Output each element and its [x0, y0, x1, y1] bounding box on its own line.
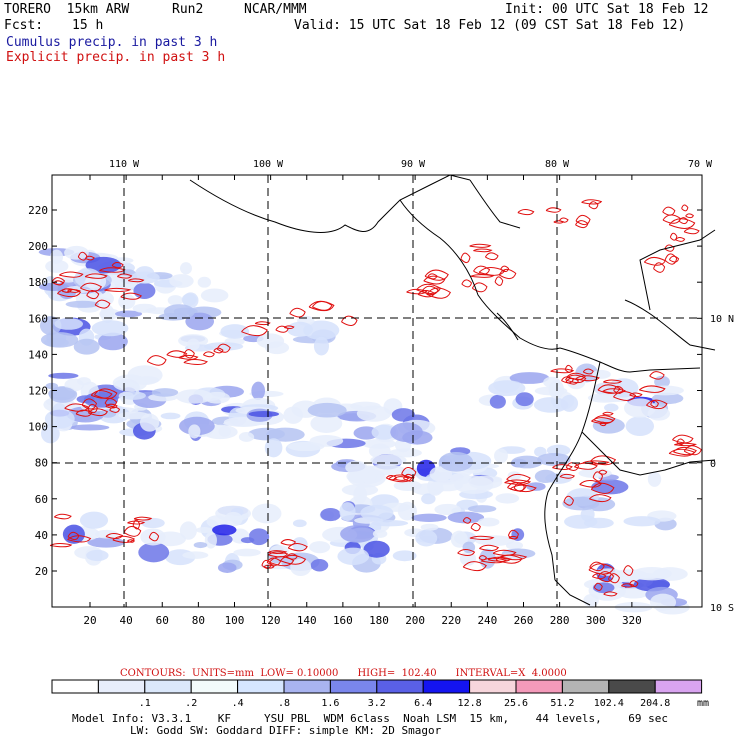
color-legend: .1.2.4.8 1.6 3.2 6.4 12.8 25.6 51.2 102.4 204.8 …	[51, 679, 709, 709]
legend-swatch	[237, 679, 285, 694]
x-tick-label: 300	[586, 614, 606, 627]
y-tick-label: 200	[28, 240, 48, 253]
legend-swatch	[283, 679, 331, 694]
longitude-label: 80 W	[545, 159, 570, 170]
latitude-label: 10 N	[710, 314, 734, 325]
lat-lon-grid	[52, 175, 702, 607]
x-tick-label: 120	[261, 614, 281, 627]
x-tick-label: 320	[622, 614, 642, 627]
legend-label: .1	[139, 698, 151, 709]
x-axis-ticks: 20 40 60 80 100 120 140 160 180 200 220 240 260 280 30…	[83, 175, 642, 627]
model-info-line1: Model Info: V3.3.1 KF YSU PBL WDM 6class…	[72, 712, 669, 725]
longitude-label: 70 W	[688, 159, 713, 170]
legend-label: 12.8	[458, 698, 482, 709]
x-tick-label: 180	[369, 614, 389, 627]
explicit-precip-label: Explicit precip. in past 3 h	[6, 50, 226, 65]
org-label: NCAR/MMM	[244, 2, 307, 17]
y-tick-label: 40	[35, 529, 48, 542]
y-tick-label: 140	[28, 348, 48, 361]
contour-info: CONTOURS: UNITS=mm LOW= 0.10000 HIGH= 10…	[120, 668, 567, 679]
cumulus-precip-label: Cumulus precip. in past 3 h	[6, 35, 218, 50]
legend-swatch	[515, 679, 563, 694]
y-tick-label: 60	[35, 493, 48, 506]
legend-swatch	[144, 679, 192, 694]
legend-label: .8	[278, 698, 290, 709]
y-tick-label: 100	[28, 421, 48, 434]
x-tick-label: 240	[477, 614, 497, 627]
y-tick-label: 160	[28, 312, 48, 325]
x-tick-label: 60	[156, 614, 169, 627]
legend-swatch	[190, 679, 239, 694]
legend-swatch	[329, 679, 378, 694]
y-tick-label: 180	[28, 276, 48, 289]
valid-time: Valid: 15 UTC Sat 18 Feb 12 (09 CST Sat …	[294, 18, 686, 33]
legend-swatch	[51, 679, 99, 694]
legend-label: 204.8	[640, 698, 670, 709]
x-tick-label: 200	[405, 614, 425, 627]
x-tick-label: 140	[297, 614, 317, 627]
x-tick-label: 260	[514, 614, 534, 627]
run-label: Run2	[172, 2, 204, 17]
cumulus-precip-shading	[38, 245, 690, 615]
forecast-hour: 15 h	[72, 18, 104, 33]
legend-label: 3.2	[368, 698, 386, 709]
legend-label: .2	[185, 698, 197, 709]
coastlines	[189, 174, 716, 606]
x-tick-label: 100	[225, 614, 245, 627]
longitude-label: 100 W	[253, 159, 284, 170]
y-tick-label: 20	[35, 565, 48, 578]
legend-swatch	[97, 679, 146, 694]
x-tick-label: 160	[333, 614, 353, 627]
longitude-label: 110 W	[109, 159, 140, 170]
x-tick-label: 40	[120, 614, 133, 627]
y-tick-label: 220	[28, 204, 48, 217]
x-tick-label: 280	[550, 614, 570, 627]
legend-label: .4	[232, 698, 244, 709]
legend-swatch	[608, 679, 656, 694]
y-tick-label: 120	[28, 385, 48, 398]
latitude-label: 10 S	[710, 603, 734, 614]
y-tick-label: 80	[35, 457, 48, 470]
legend-label: 102.4	[594, 698, 624, 709]
y-axis-ticks: 20 40 60 80 100 120 140 160 180 200 220	[28, 204, 702, 578]
legend-swatch	[422, 679, 471, 694]
longitude-labels: 110 W 100 W 90 W 80 W 70 W	[109, 159, 713, 170]
legend-label: 6.4	[414, 698, 432, 709]
x-tick-label: 20	[83, 614, 96, 627]
x-tick-label: 80	[192, 614, 205, 627]
latitude-labels: 10 N 0 10 S	[710, 314, 734, 614]
legend-swatch	[561, 679, 610, 694]
legend-label: 51.2	[550, 698, 574, 709]
x-tick-label: 220	[441, 614, 461, 627]
legend-swatch	[376, 679, 424, 694]
model-title: TORERO 15km ARW	[4, 2, 130, 17]
latitude-label: 0	[710, 459, 716, 470]
model-info-line2: LW: Godd SW: Goddard DIFF: simple KM: 2D…	[130, 724, 442, 737]
longitude-label: 90 W	[401, 159, 426, 170]
legend-unit: mm	[697, 698, 709, 709]
forecast-label: Fcst:	[4, 18, 44, 33]
init-time: Init: 00 UTC Sat 18 Feb 12	[505, 2, 709, 17]
legend-label: 1.6	[321, 698, 339, 709]
legend-label: 25.6	[504, 698, 528, 709]
explicit-precip-contours	[49, 199, 702, 597]
legend-swatch	[654, 679, 703, 694]
legend-swatch	[469, 679, 517, 694]
